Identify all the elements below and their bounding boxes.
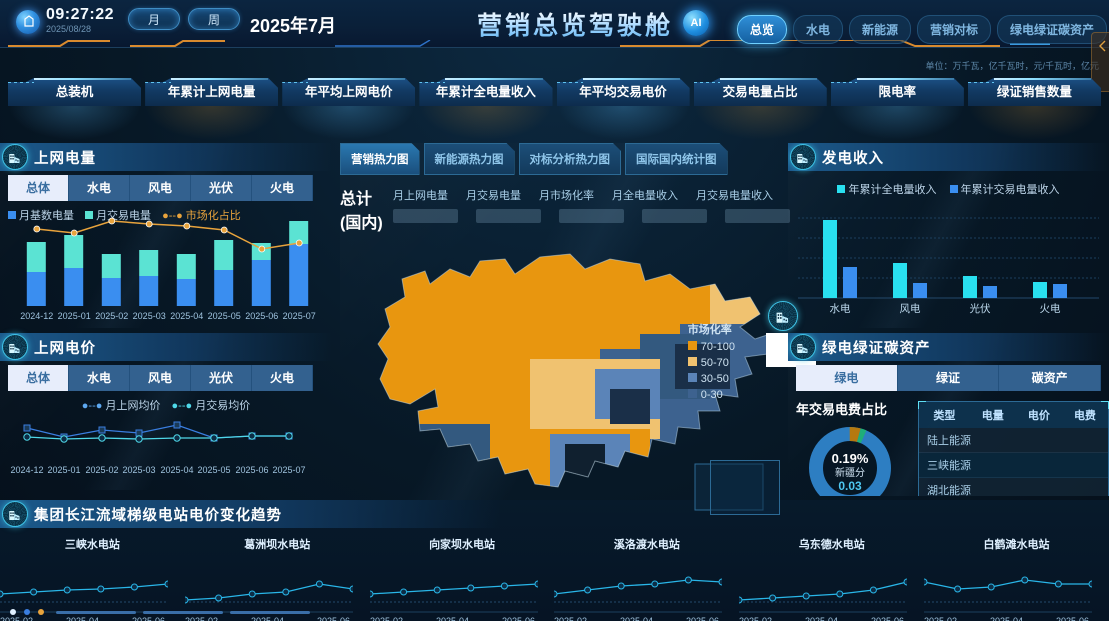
svg-text:2024-12: 2024-12 <box>20 311 53 321</box>
svg-text:2025-04: 2025-04 <box>990 616 1023 621</box>
svg-text:2025-01: 2025-01 <box>47 465 80 475</box>
svg-text:2025-05: 2025-05 <box>197 465 230 475</box>
svg-text:2025-03: 2025-03 <box>122 465 155 475</box>
svg-text:2025-01: 2025-01 <box>58 311 91 321</box>
svg-text:风电: 风电 <box>900 302 921 315</box>
svg-text:水电: 水电 <box>830 302 851 315</box>
svg-text:2025-02: 2025-02 <box>0 616 33 621</box>
svg-text:2025-07: 2025-07 <box>272 465 305 475</box>
svg-text:2025-04: 2025-04 <box>170 311 203 321</box>
svg-text:2025-02: 2025-02 <box>85 465 118 475</box>
svg-text:2025-03: 2025-03 <box>133 311 166 321</box>
svg-text:2025-04: 2025-04 <box>160 465 193 475</box>
svg-text:2025-06: 2025-06 <box>245 311 278 321</box>
svg-text:0.03: 0.03 <box>838 479 862 493</box>
svg-text:2025-04: 2025-04 <box>436 616 469 621</box>
svg-text:0.19%: 0.19% <box>832 451 869 466</box>
svg-text:2025-06: 2025-06 <box>502 616 535 621</box>
svg-text:2025-06: 2025-06 <box>871 616 904 621</box>
svg-text:2025-04: 2025-04 <box>620 616 653 621</box>
svg-text:2025-06: 2025-06 <box>235 465 268 475</box>
svg-text:光伏: 光伏 <box>970 302 991 315</box>
svg-text:2025-04: 2025-04 <box>66 616 99 621</box>
svg-text:新疆分: 新疆分 <box>835 466 865 479</box>
svg-text:2025-02: 2025-02 <box>739 616 772 621</box>
svg-text:2024-12: 2024-12 <box>10 465 43 475</box>
svg-text:2025-06: 2025-06 <box>1056 616 1089 621</box>
svg-text:2025-02: 2025-02 <box>185 616 218 621</box>
svg-text:2025-06: 2025-06 <box>686 616 719 621</box>
svg-text:2025-02: 2025-02 <box>924 616 957 621</box>
svg-text:2025-02: 2025-02 <box>95 311 128 321</box>
svg-text:2025-07: 2025-07 <box>283 311 316 321</box>
svg-text:火电: 火电 <box>1040 302 1062 315</box>
svg-text:2025-02: 2025-02 <box>554 616 587 621</box>
svg-text:2025-04: 2025-04 <box>251 616 284 621</box>
svg-text:2025-06: 2025-06 <box>317 616 350 621</box>
svg-text:2025-05: 2025-05 <box>208 311 241 321</box>
svg-text:2025-06: 2025-06 <box>132 616 165 621</box>
svg-text:2025-02: 2025-02 <box>370 616 403 621</box>
svg-text:2025-04: 2025-04 <box>805 616 838 621</box>
